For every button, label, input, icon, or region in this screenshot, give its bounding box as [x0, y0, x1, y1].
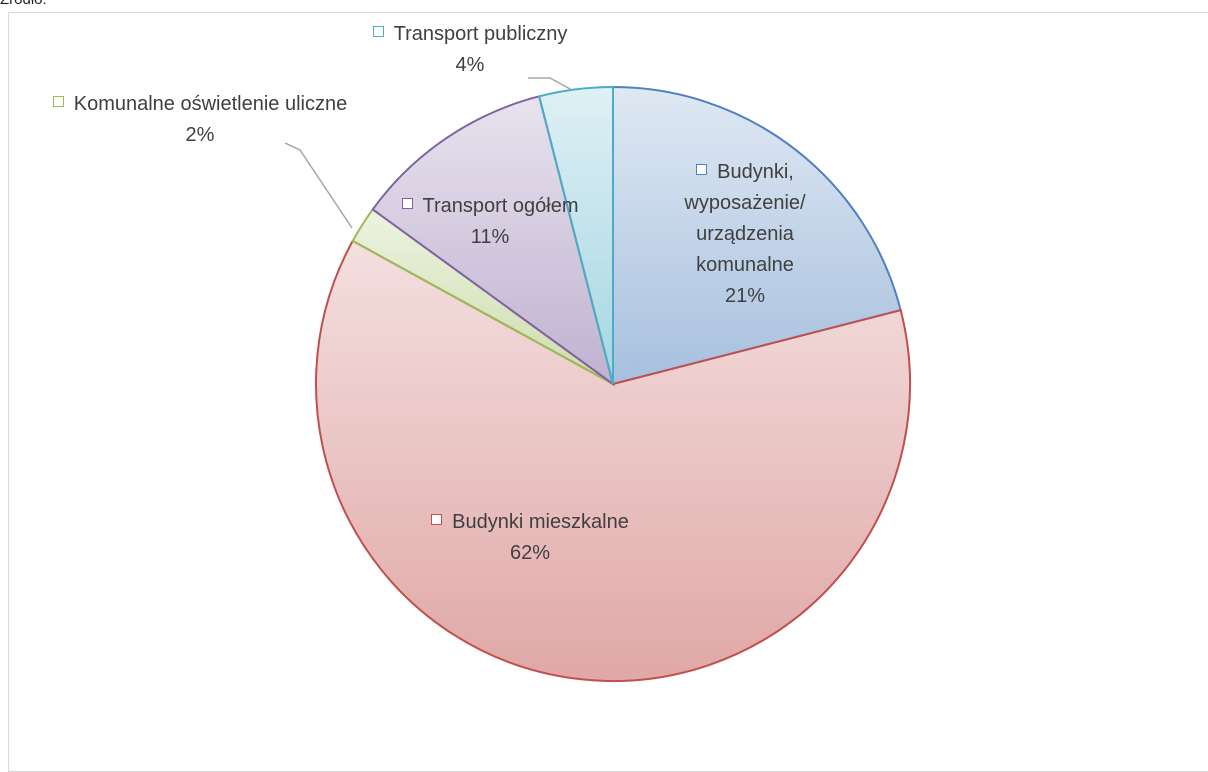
pie-slice — [537, 85, 614, 385]
category-label: Transport ogółem — [422, 195, 579, 217]
pie-slice — [612, 85, 902, 386]
slice-label: Budynki, wyposażenie/ urządzenia komunal… — [655, 157, 835, 312]
category-label: Komunalne oświetlenie uliczne — [73, 93, 348, 115]
leader-line — [528, 77, 573, 91]
category-label: Transport publiczny — [393, 23, 568, 45]
legend-key — [52, 96, 64, 107]
value-label: 21% — [724, 285, 766, 307]
leader-line — [284, 142, 353, 229]
legend-key — [401, 198, 413, 209]
value-label: 2% — [185, 124, 215, 146]
slice-label: Budynki mieszkalne 62% — [420, 507, 640, 569]
value-label: 62% — [509, 542, 551, 564]
chart — [284, 77, 911, 682]
slice-label: Komunalne oświetlenie uliczne 2% — [50, 89, 350, 151]
legend-key — [372, 26, 384, 37]
value-label: 11% — [470, 226, 510, 248]
pie-slice — [371, 95, 615, 387]
value-label: 4% — [455, 54, 485, 76]
slice-label: Transport publiczny 4% — [370, 19, 570, 81]
source-label: Źródło: — [0, 0, 47, 8]
category-label: Budynki mieszkalne — [452, 511, 629, 533]
legend-key — [431, 514, 443, 525]
legend-key — [696, 164, 708, 175]
category-label: Budynki, wyposażenie/ urządzenia komunal… — [684, 161, 806, 276]
slice-label: Transport ogółem 11% — [400, 191, 580, 253]
pie-slice — [315, 239, 911, 682]
